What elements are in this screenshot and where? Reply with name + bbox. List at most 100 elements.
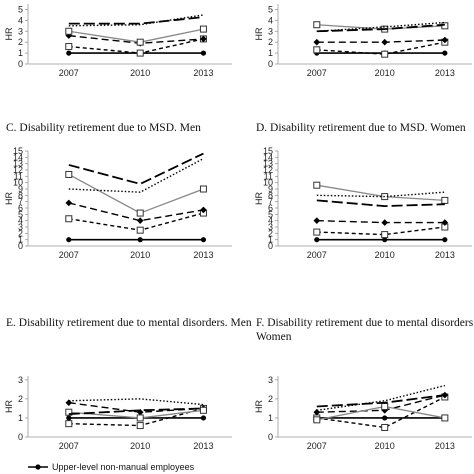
panel-a-x-tick-label: 2007	[59, 68, 79, 78]
panel-c-y-tick-label: 5	[18, 209, 23, 219]
panel-b-series-s3-line	[316, 39, 445, 43]
panel-d-y-tick-label: 9	[268, 184, 273, 194]
panel-d-y-tick-label: 10	[263, 178, 273, 188]
panel-c-y-tick-label: 14	[13, 152, 23, 162]
panel-d-series-ref-point	[382, 237, 388, 243]
panel-a-y-tick-label: 5	[18, 4, 23, 14]
panel-f-series-ref-point	[382, 415, 388, 421]
panel-b-series-s2-point	[381, 50, 389, 58]
panel-d-x-tick-label: 2010	[375, 250, 395, 260]
panel-d-series-s2-line	[316, 226, 445, 236]
panel-a-series-s3-point	[200, 35, 207, 43]
panel-f-y-label: HR	[254, 400, 264, 413]
panel-a-x-tick-label: 2013	[193, 68, 213, 78]
panel-c-y-tick-label: 2	[18, 228, 23, 238]
panel-d-y-tick-label: 0	[268, 241, 273, 251]
panel-a-series-s4-point	[199, 25, 207, 33]
panel-e-series-s4-point	[65, 408, 73, 416]
panel-d-series-s4-line	[316, 184, 445, 202]
panel-d-y-tick-label: 13	[263, 159, 273, 169]
panel-f-y-tick-label: 3	[268, 375, 273, 385]
panel-a-series-ref-point	[200, 50, 207, 56]
panel-d-y-tick-label: 1	[268, 235, 273, 245]
panel-a-series-s2-point	[65, 43, 73, 51]
panel-d-y-tick-label: 2	[268, 228, 273, 238]
panel-d-y-tick-label: 12	[263, 165, 273, 175]
panel-f-series-s4-point	[313, 416, 321, 424]
panel-d-series-ref-point	[442, 237, 448, 243]
panel-c-y-tick-label: 12	[13, 165, 23, 175]
panel-c-y-label: HR	[4, 192, 14, 205]
panel-c-series-ref-point	[200, 237, 207, 243]
panel-f-y-tick-label: 0	[268, 432, 273, 442]
panel-d-series-s3-point	[313, 217, 321, 224]
panel-b-y-tick-label: 5	[268, 4, 273, 14]
panel-a-y-tick-label: 1	[18, 48, 23, 58]
panel-e-y-tick-label: 0	[18, 432, 23, 442]
panel-d-y-tick-label: 4	[268, 216, 273, 226]
panel-e-y-tick-label: 1	[18, 413, 23, 423]
panel-b-series-s2-line	[316, 41, 445, 55]
panel-f-y-tick-label: 1	[268, 413, 273, 423]
panel-b-x-tick-label: 2013	[435, 68, 455, 78]
panel-d-series-s3-point	[381, 219, 388, 226]
panel-c-y-tick-label: 3	[18, 222, 23, 232]
panel-d-x-tick-label: 2013	[435, 250, 455, 260]
panel-a-y-tick-label: 2	[18, 37, 23, 47]
panel-b-series-s3-point	[381, 38, 388, 46]
panel-c-y-tick-label: 9	[18, 184, 23, 194]
panel-a-series-s5-line	[68, 16, 204, 25]
panel-c-series-s2-point	[65, 215, 73, 223]
panel-e-series-s3-point	[136, 408, 144, 416]
panel-d-series-s3-line	[316, 219, 445, 224]
panel-a-y-tick-label: 3	[18, 26, 23, 36]
panel-f-series-s2-line	[316, 396, 446, 429]
panel-f-series-s3-point	[441, 391, 449, 399]
panel-c-series-ref-point	[66, 237, 72, 243]
panel-e-series-s2-point	[65, 420, 73, 428]
panel-f-y-tick-label: 2	[268, 394, 273, 404]
panel-a-series-s2-point	[136, 49, 144, 57]
panel-a-y-label: HR	[4, 27, 14, 40]
panel-c-y-tick-label: 6	[18, 203, 23, 213]
panel-a-series-s4-point	[136, 38, 144, 46]
panel-d-series-ref-point	[314, 237, 320, 243]
panel-e-x-tick-label: 2010	[130, 441, 150, 451]
panel-e-title: E. Disability retirement due to mental d…	[6, 317, 252, 329]
panel-c-y-tick-label: 8	[18, 190, 23, 200]
panel-a-series-s6-line	[68, 14, 204, 27]
panel-e-y-tick-label: 3	[18, 375, 23, 385]
panel-e-x-tick-label: 2007	[59, 441, 79, 451]
panel-d-series-s2-point	[381, 231, 389, 239]
panel-e-series-s5-line	[68, 407, 204, 416]
panel-f-x-tick-label: 2007	[307, 441, 327, 451]
panel-b-x-tick-label: 2007	[307, 68, 327, 78]
panel-c-y-tick-label: 1	[18, 235, 23, 245]
panel-c-y-tick-label: 10	[13, 178, 23, 188]
panel-a-y-tick-label: 4	[18, 15, 23, 25]
panel-c-x-tick-label: 2010	[130, 250, 150, 260]
panel-d-title: D. Disability retirement due to MSD. Wom…	[256, 122, 466, 134]
panel-c-series-s4-point	[199, 185, 207, 193]
panel-c-y-tick-label: 15	[13, 146, 23, 156]
panel-f-x-tick-label: 2010	[375, 441, 395, 451]
panel-d-series-s4-point	[313, 181, 321, 189]
panel-c-series-s3-point	[136, 217, 144, 224]
panel-d-y-tick-label: 6	[268, 203, 273, 213]
panel-d-series-s6-line	[316, 191, 445, 198]
panel-f-series-s6-line	[316, 384, 446, 412]
panel-b-y-tick-label: 0	[268, 59, 273, 69]
panel-a-x-tick-label: 2010	[130, 68, 150, 78]
panel-b-series-ref-point	[442, 50, 448, 56]
panel-d-x-tick-label: 2007	[307, 250, 327, 260]
panel-c-x-tick-label: 2013	[193, 250, 213, 260]
panel-b-series-s5-line	[316, 23, 445, 33]
panel-b-y-label: HR	[254, 27, 264, 40]
panel-f-series-s4-point	[381, 403, 389, 410]
panel-c-y-tick-label: 7	[18, 197, 23, 207]
panel-c-series-s4-point	[65, 170, 73, 178]
panel-d-series-s5-line	[316, 199, 445, 208]
panel-c-series-s4-point	[136, 209, 144, 217]
panel-d-y-label: HR	[254, 192, 264, 205]
